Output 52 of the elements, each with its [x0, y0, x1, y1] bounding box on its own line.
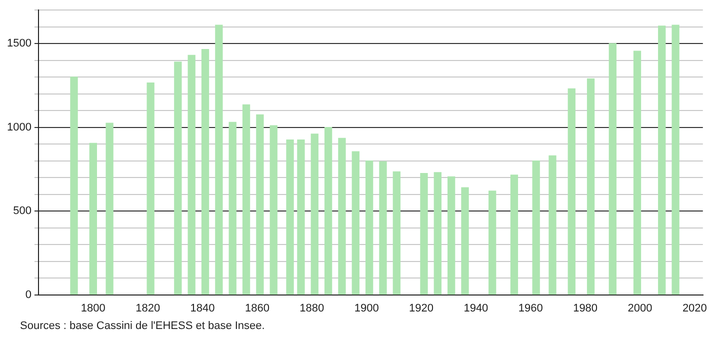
y-tick-label: 1500: [6, 38, 32, 50]
x-tick-label: 1960: [518, 302, 543, 314]
y-tick-label: 500: [13, 205, 32, 218]
x-tick-label: 1860: [244, 302, 270, 314]
bar: [434, 172, 442, 295]
bar: [658, 26, 666, 295]
bar: [586, 78, 595, 295]
bar: [568, 88, 576, 295]
x-tick-label: 2020: [682, 302, 707, 314]
bar: [256, 114, 264, 295]
x-tick-label: 1980: [573, 302, 598, 314]
x-tick-label: 1940: [464, 302, 488, 314]
bar: [310, 134, 318, 295]
bar: [70, 76, 78, 295]
bar: [461, 187, 469, 295]
y-tick-label: 0: [25, 288, 32, 301]
bar: [510, 174, 518, 295]
bar: [448, 176, 456, 295]
bar: [548, 155, 556, 295]
bar: [488, 190, 496, 295]
bar: [188, 54, 196, 295]
bar: [365, 160, 374, 295]
bar: [532, 160, 540, 295]
source-note: Sources : base Cassini de l'EHESS et base Insee.: [20, 320, 266, 332]
bar: [89, 142, 97, 295]
bar: [338, 138, 346, 295]
bar: [297, 140, 305, 295]
bar: [420, 173, 428, 295]
bar: [379, 161, 387, 295]
x-tick-label: 1840: [190, 302, 215, 314]
bar: [324, 126, 332, 295]
bar: [608, 43, 616, 295]
bar: [146, 82, 154, 295]
bar: [106, 122, 114, 295]
y-tick-label: 1000: [6, 121, 32, 134]
x-tick-label: 1920: [409, 302, 434, 314]
bar: [174, 62, 182, 295]
bar: [228, 122, 236, 295]
bar: [242, 104, 250, 295]
bar: [201, 49, 210, 295]
bar: [270, 125, 278, 295]
bar: [392, 171, 400, 295]
x-tick-label: 1820: [136, 302, 160, 314]
bar: [286, 140, 294, 295]
bar: [672, 24, 680, 295]
bar: [215, 24, 223, 295]
bar: [352, 151, 360, 295]
x-tick-label: 1900: [354, 302, 379, 314]
x-tick-label: 1880: [300, 302, 324, 314]
x-tick-label: 2000: [628, 302, 652, 314]
bar: [633, 50, 642, 295]
x-tick-label: 1800: [80, 302, 106, 314]
